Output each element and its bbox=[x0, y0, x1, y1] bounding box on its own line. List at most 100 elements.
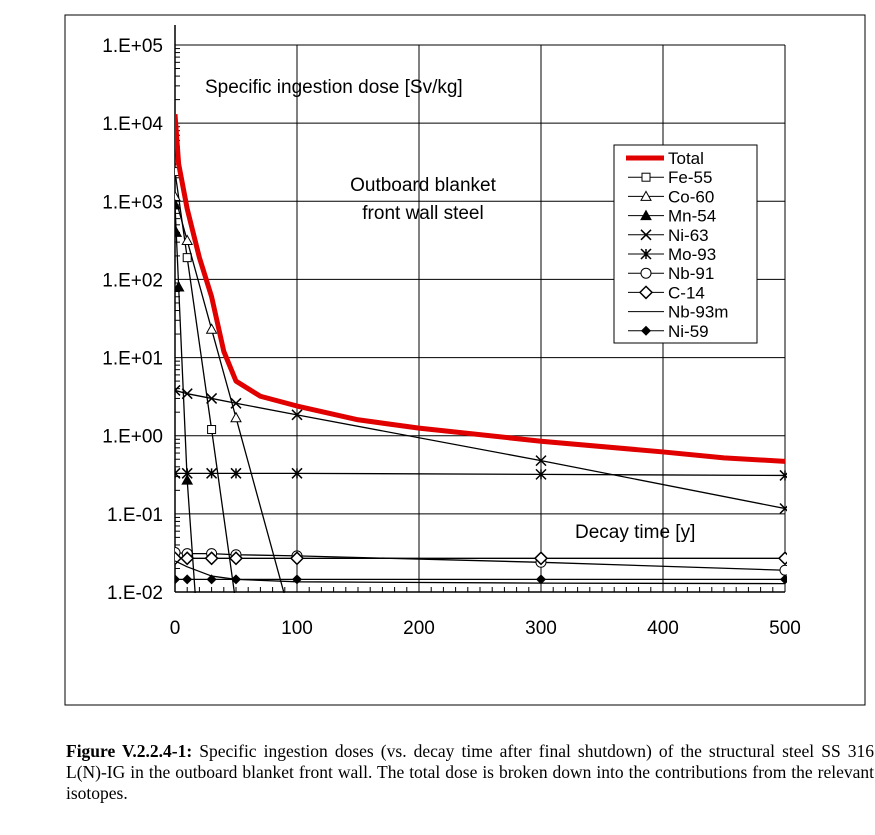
legend-label: Fe-55 bbox=[668, 168, 712, 187]
data-point-c-14 bbox=[777, 551, 787, 566]
x-axis: 0 100 200 300 400 500 bbox=[170, 587, 801, 639]
legend-marker bbox=[641, 325, 651, 336]
legend-label: Nb-91 bbox=[668, 264, 714, 283]
data-point-ni-63 bbox=[206, 392, 218, 404]
legend-item-mo-93: Mo-93 bbox=[628, 245, 716, 264]
data-point-mo-93 bbox=[535, 468, 547, 480]
data-point-ni-59 bbox=[231, 574, 241, 585]
y-tick-label: 1.E+00 bbox=[102, 427, 163, 448]
data-point-ni-59 bbox=[206, 574, 217, 585]
data-point-ni-59 bbox=[536, 574, 546, 585]
legend-box bbox=[613, 144, 758, 344]
series-mo-93 bbox=[175, 467, 787, 481]
legend-marker bbox=[640, 229, 652, 241]
x-tick-label: 300 bbox=[525, 618, 557, 639]
legend-item-c-14: C-14 bbox=[628, 283, 705, 302]
data-point-fe-55 bbox=[232, 600, 240, 608]
legend-item-total: Total bbox=[626, 149, 704, 168]
y-axis: 1.E-02 1.E-01 1.E+00 1.E+01 1.E+02 1.E+03 1.E+… bbox=[102, 25, 180, 604]
legend-item-nb-93m: Nb-93m bbox=[628, 303, 728, 322]
data-point-ni-63 bbox=[175, 384, 181, 396]
x-tick-label: 500 bbox=[769, 618, 801, 639]
chart-frame bbox=[64, 14, 866, 706]
data-point-ni-63 bbox=[779, 502, 787, 515]
caption-text: Specific ingestion doses (vs. decay time… bbox=[66, 741, 874, 803]
legend-marker bbox=[640, 248, 652, 260]
legend-marker bbox=[640, 190, 652, 201]
legend-label: C-14 bbox=[668, 283, 705, 302]
y-tick-label: 1.E+01 bbox=[102, 349, 163, 370]
data-point-mn-54 bbox=[175, 226, 183, 237]
series-ni-59 bbox=[175, 574, 787, 585]
series-group bbox=[175, 114, 787, 608]
legend-item-nb-91: Nb-91 bbox=[628, 264, 714, 283]
series-ni-63 bbox=[175, 384, 787, 515]
data-point-co-60 bbox=[175, 190, 181, 202]
legend: TotalFe-55Co-60Mn-54Ni-63Mo-93Nb-91C-14N… bbox=[613, 144, 758, 344]
series-mn-54 bbox=[175, 198, 196, 593]
legend-item-ni-63: Ni-63 bbox=[628, 226, 709, 245]
data-point-mo-93 bbox=[230, 467, 242, 479]
data-point-mo-93 bbox=[206, 467, 218, 479]
series-nb-93m bbox=[175, 560, 786, 585]
legend-label: Mo-93 bbox=[668, 245, 716, 264]
legend-label: Co-60 bbox=[668, 187, 714, 206]
data-point-mn-54 bbox=[181, 474, 194, 485]
data-point-mn-54 bbox=[175, 280, 185, 292]
data-point-co-60 bbox=[181, 234, 194, 245]
data-point-mo-93 bbox=[181, 467, 193, 479]
legend-item-fe-55: Fe-55 bbox=[628, 168, 712, 187]
legend-marker bbox=[638, 285, 654, 300]
data-point-c-14 bbox=[204, 551, 219, 566]
series-c-14 bbox=[175, 551, 787, 566]
data-point-nb-91 bbox=[779, 564, 787, 576]
y-tick-label: 1.E-02 bbox=[107, 583, 163, 604]
data-point-fe-55 bbox=[207, 425, 217, 435]
data-point-mn-54 bbox=[175, 198, 181, 210]
x-axis-label: Decay time [y] bbox=[575, 522, 695, 543]
y-tick-label: 1.E+05 bbox=[102, 36, 163, 57]
legend-item-co-60: Co-60 bbox=[628, 187, 714, 206]
data-point-ni-59 bbox=[175, 574, 180, 585]
data-point-ni-63 bbox=[291, 409, 303, 421]
series-line-ni-63 bbox=[175, 389, 786, 510]
data-point-co-60 bbox=[230, 411, 242, 423]
annotation-line-2: front wall steel bbox=[362, 203, 483, 224]
data-point-mo-93 bbox=[291, 467, 303, 479]
data-point-ni-63 bbox=[230, 397, 242, 409]
data-point-c-14 bbox=[180, 551, 195, 566]
legend-marker bbox=[641, 172, 651, 182]
data-point-c-14 bbox=[289, 551, 305, 566]
x-tick-label: 100 bbox=[281, 618, 313, 639]
x-tick-label: 400 bbox=[647, 618, 679, 639]
figure-caption: Figure V.2.2.4-1: Specific ingestion dos… bbox=[66, 741, 874, 804]
annotation-line-1: Outboard blanket bbox=[350, 175, 496, 196]
legend-label: Nb-93m bbox=[668, 303, 728, 322]
data-point-ni-63 bbox=[181, 388, 193, 400]
series-fe-55 bbox=[175, 167, 240, 608]
legend-marker bbox=[640, 267, 652, 279]
series-line-total bbox=[175, 114, 786, 464]
data-point-ni-59 bbox=[780, 574, 787, 585]
data-point-fe-55 bbox=[182, 253, 192, 263]
series-line-mo-93 bbox=[175, 472, 786, 477]
data-point-co-60 bbox=[205, 323, 218, 334]
y-tick-label: 1.E+02 bbox=[102, 270, 163, 291]
series-line-nb-91 bbox=[175, 551, 786, 571]
caption-label: Figure V.2.2.4-1: bbox=[66, 741, 193, 761]
legend-label: Ni-59 bbox=[668, 322, 709, 341]
data-point-mo-93 bbox=[779, 469, 787, 481]
data-point-c-14 bbox=[533, 551, 549, 566]
data-point-ni-63 bbox=[535, 455, 547, 467]
legend-item-mn-54: Mn-54 bbox=[628, 207, 716, 226]
x-tick-label: 200 bbox=[403, 618, 435, 639]
ingestion-dose-chart: 1.E-02 1.E-01 1.E+00 1.E+01 1.E+02 1.E+03 1.E+… bbox=[64, 14, 866, 706]
series-co-60 bbox=[175, 190, 285, 593]
series-line-nb-93m bbox=[175, 560, 786, 585]
legend-label: Mn-54 bbox=[668, 207, 716, 226]
data-point-mo-93 bbox=[175, 467, 181, 479]
series-line-fe-55 bbox=[175, 171, 236, 593]
series-nb-91 bbox=[175, 547, 787, 576]
chart-title: Specific ingestion dose [Sv/kg] bbox=[205, 77, 463, 98]
y-tick-label: 1.E+03 bbox=[102, 192, 163, 213]
